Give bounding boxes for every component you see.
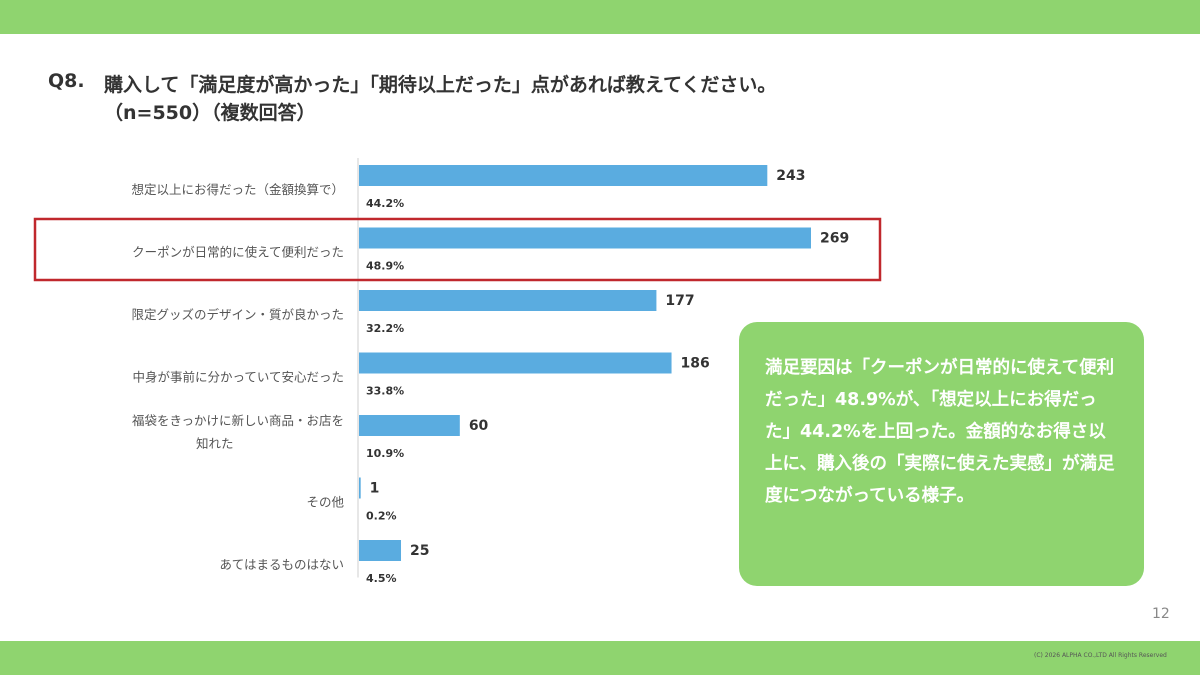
page-subtitle: （n=550）（複数回答） <box>104 102 316 124</box>
bar-percent-label: 32.2% <box>366 322 404 335</box>
bar <box>359 477 361 499</box>
copyright-notice: (C) 2026 ALPHA CO.,LTD All Rights Reserv… <box>1034 652 1167 659</box>
top-accent-band <box>0 0 1200 34</box>
bar <box>359 227 811 249</box>
bar <box>359 290 657 311</box>
category-label: 福袋をきっかけに新しい商品・お店を <box>132 413 344 428</box>
bar-value-label: 177 <box>665 293 694 309</box>
bar-percent-label: 33.8% <box>366 385 404 398</box>
bar-value-label: 1 <box>370 481 380 497</box>
category-label: 想定以上にお得だった（金額換算で） <box>131 182 344 197</box>
bar-percent-label: 44.2% <box>366 197 404 210</box>
page-number: 12 <box>1152 606 1170 622</box>
question-number: Q8. <box>48 70 85 92</box>
category-label: 中身が事前に分かっていて安心だった <box>132 370 344 385</box>
bar <box>359 352 672 374</box>
category-label: その他 <box>306 495 344 510</box>
bar-percent-label: 4.5% <box>366 572 397 585</box>
category-label: 限定グッズのデザイン・質が良かった <box>131 307 344 322</box>
bar-value-label: 60 <box>469 418 489 434</box>
bar-percent-label: 10.9% <box>366 447 404 460</box>
bottom-accent-band <box>0 641 1200 675</box>
summary-text: 満足要因は「クーポンが日常的に使えて便利だった」48.9%が、「想定以上にお得だ… <box>765 358 1115 506</box>
bar <box>359 415 460 436</box>
bar-value-label: 243 <box>776 168 805 184</box>
bar <box>359 165 768 186</box>
bar-value-label: 25 <box>410 543 429 559</box>
highlight-box <box>33 217 882 282</box>
bar-value-label: 186 <box>681 356 710 372</box>
category-label: あてはまるものはない <box>219 557 344 572</box>
category-label: 知れた <box>196 436 234 451</box>
page-title: 購入して「満足度が高かった」「期待以上だった」点があれば教えてください。 <box>104 74 777 96</box>
bar-value-label: 269 <box>820 231 849 247</box>
bar-percent-label: 48.9% <box>366 260 404 273</box>
bar-percent-label: 0.2% <box>366 510 397 523</box>
category-label: クーポンが日常的に使えて便利だった <box>132 245 344 260</box>
bar <box>359 540 402 561</box>
summary-callout: 満足要因は「クーポンが日常的に使えて便利だった」48.9%が、「想定以上にお得だ… <box>739 322 1144 586</box>
